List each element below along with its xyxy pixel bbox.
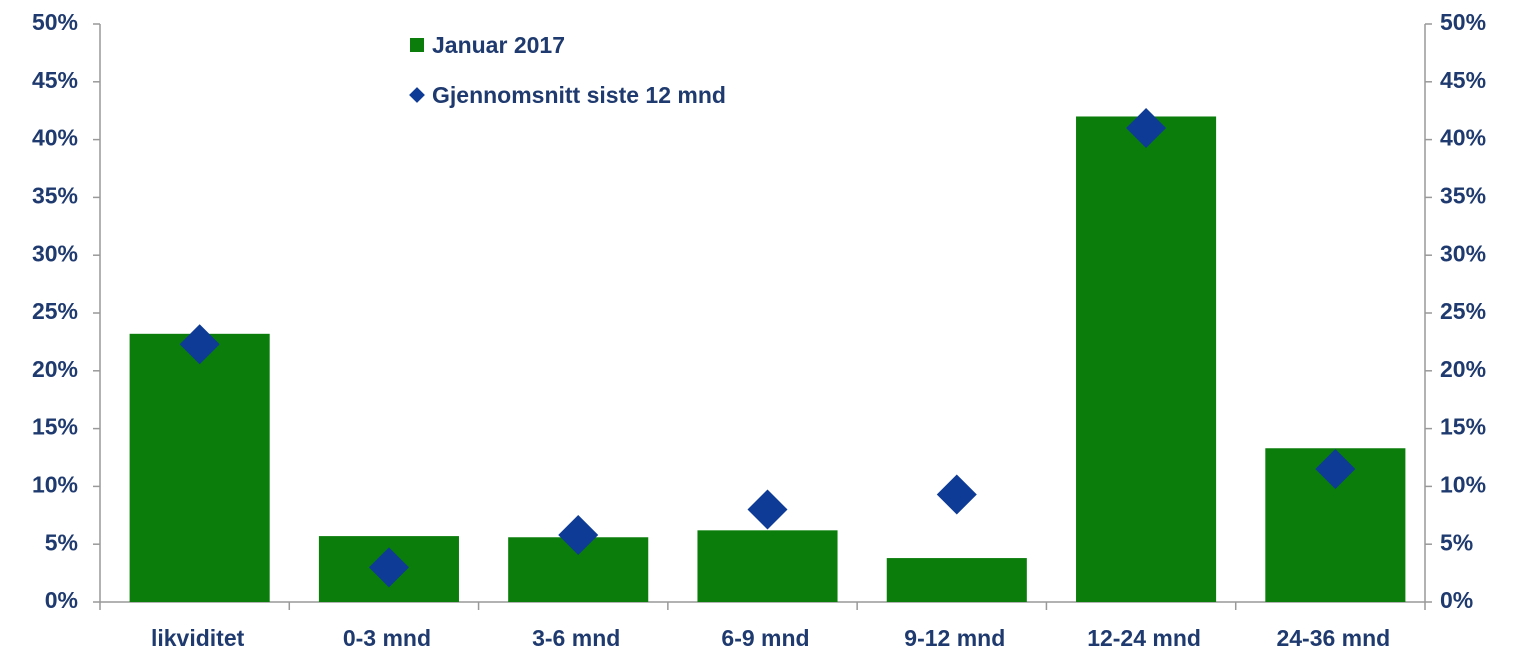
y2-tick-label: 5% — [1440, 529, 1473, 555]
y2-tick-label: 50% — [1440, 9, 1486, 35]
diamond-marker — [936, 474, 977, 515]
y-tick-label: 0% — [45, 587, 78, 613]
y-tick-label: 25% — [32, 298, 78, 324]
y2-tick-label: 40% — [1440, 125, 1486, 151]
legend-label: Januar 2017 — [432, 32, 565, 58]
diamond-marker — [1126, 108, 1167, 149]
legend-item: Januar 2017 — [408, 30, 788, 60]
legend: Januar 2017 Gjennomsnitt siste 12 mnd — [408, 30, 788, 130]
y2-tick-label: 15% — [1440, 414, 1486, 440]
x-tick-label: 24-36 mnd — [1276, 625, 1390, 651]
legend-swatch — [409, 87, 425, 103]
bar — [697, 530, 838, 602]
x-tick-label: 9-12 mnd — [904, 625, 1005, 651]
y-tick-label: 50% — [32, 9, 78, 35]
y-tick-label: 5% — [45, 529, 78, 555]
y-tick-label: 20% — [32, 356, 78, 382]
diamond-marker — [179, 324, 220, 365]
bar — [1076, 116, 1217, 602]
y2-tick-label: 35% — [1440, 182, 1486, 208]
y-tick-label: 10% — [32, 471, 78, 497]
y-tick-label: 15% — [32, 414, 78, 440]
y2-tick-label: 25% — [1440, 298, 1486, 324]
bar — [886, 558, 1027, 602]
y-tick-label: 45% — [32, 67, 78, 93]
diamond-marker — [1315, 449, 1356, 490]
x-tick-label: likviditet — [151, 625, 245, 651]
diamond-marker — [368, 547, 409, 588]
y2-tick-label: 10% — [1440, 471, 1486, 497]
x-tick-label: 3-6 mnd — [532, 625, 620, 651]
legend-swatch — [410, 38, 424, 52]
x-tick-label: 6-9 mnd — [721, 625, 809, 651]
y2-tick-label: 45% — [1440, 67, 1486, 93]
y-tick-label: 35% — [32, 182, 78, 208]
legend-label: Gjennomsnitt siste 12 mnd — [432, 82, 726, 108]
legend-item: Gjennomsnitt siste 12 mnd — [408, 80, 788, 110]
y2-tick-label: 20% — [1440, 356, 1486, 382]
diamond-marker — [747, 489, 788, 530]
diamond-marker — [558, 514, 599, 555]
y-tick-label: 30% — [32, 240, 78, 266]
y-tick-label: 40% — [32, 125, 78, 151]
x-tick-label: 12-24 mnd — [1087, 625, 1201, 651]
y2-tick-label: 0% — [1440, 587, 1473, 613]
bar — [129, 333, 270, 602]
y2-tick-label: 30% — [1440, 240, 1486, 266]
x-tick-label: 0-3 mnd — [343, 625, 431, 651]
